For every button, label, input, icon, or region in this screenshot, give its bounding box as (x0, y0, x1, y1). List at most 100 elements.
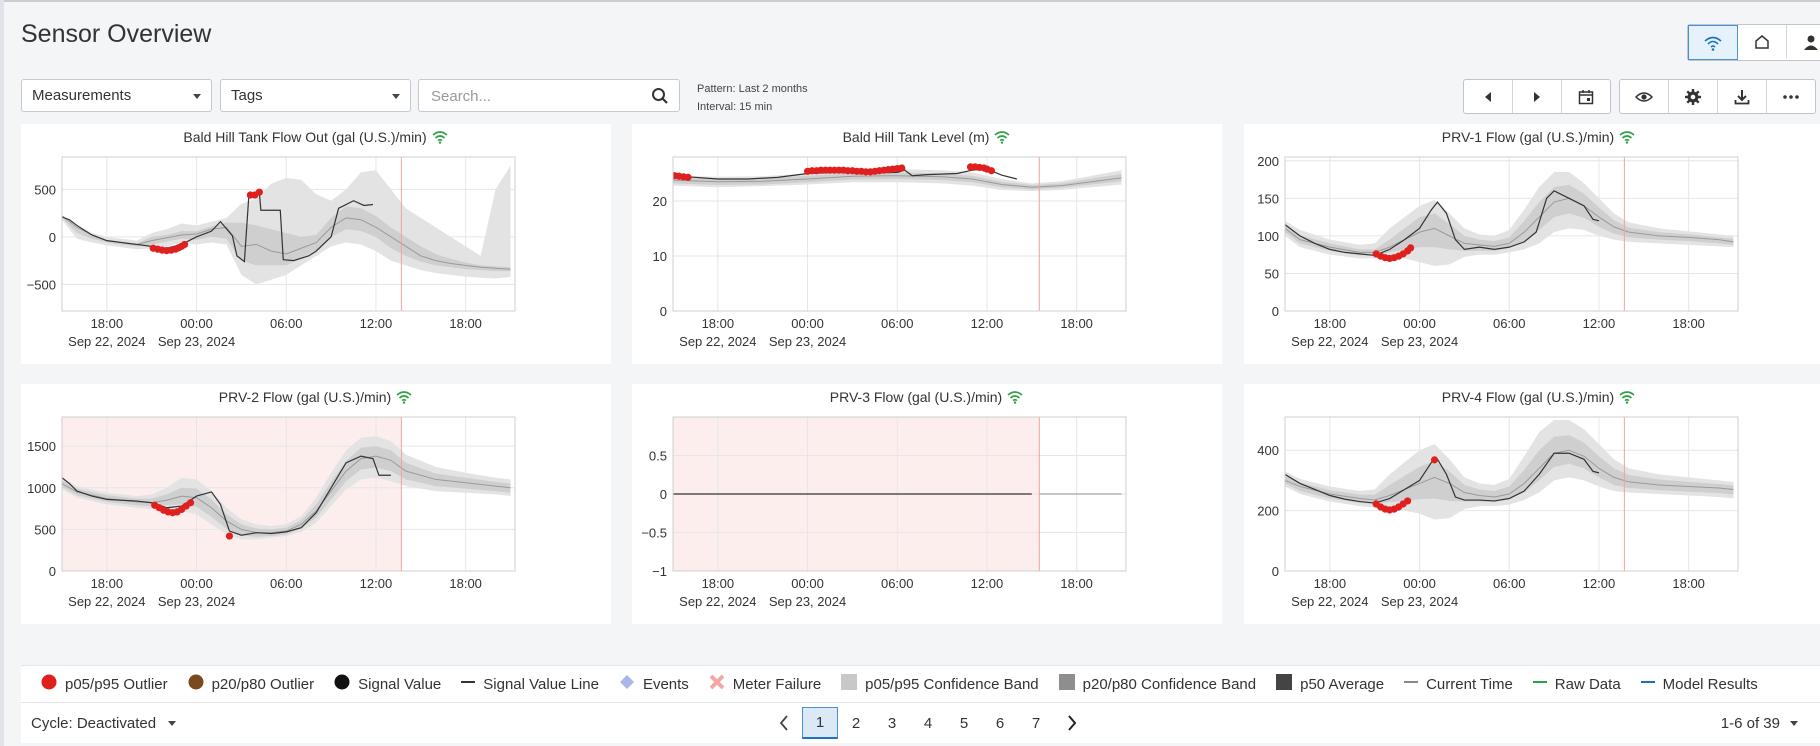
y-tick-label: 500 (34, 182, 56, 197)
x-tick-label: 18:00 (1672, 316, 1705, 331)
page-number-6[interactable]: 6 (995, 714, 1005, 732)
y-tick-label: 400 (1257, 443, 1279, 458)
legend-swatch (619, 674, 635, 694)
meter-failure-region (62, 417, 402, 571)
p05-p95-outlier-point (1403, 497, 1412, 505)
legend-item: p05/p95 Confidence Band (841, 674, 1039, 694)
legend-label: p20/p80 Outlier (211, 675, 315, 693)
x-tick-label: 18:00 (91, 576, 124, 591)
legend-label: p05/p95 Confidence Band (865, 675, 1039, 693)
signal-status-icon (395, 390, 413, 407)
signal-value-line (62, 455, 391, 536)
chart-title-row: Bald Hill Tank Flow Out (gal (U.S.)/min) (21, 129, 611, 147)
legend-label: Current Time (1426, 675, 1513, 693)
chart-panel-prv-1-flow: PRV-1 Flow (gal (U.S.)/min) 200 150 100 50 0… (1244, 124, 1820, 364)
search-icon[interactable] (651, 87, 669, 105)
search-input[interactable] (429, 80, 653, 112)
triangle-right-icon (1534, 91, 1540, 102)
y-tick-label: 0 (660, 304, 667, 319)
p20-p80-confidence-band (1285, 435, 1734, 504)
legend-swatch (1404, 674, 1419, 694)
tank-icon (1755, 34, 1769, 49)
x-tick-label: 12:00 (971, 316, 1004, 331)
signal-view-button[interactable] (1688, 25, 1738, 60)
tank-view-button[interactable] (1738, 25, 1787, 58)
legend-item: Signal Value Line (461, 674, 599, 694)
y-tick-label: 0.5 (649, 449, 667, 464)
x-tick-label: 06:00 (881, 576, 914, 591)
chart-title: Bald Hill Tank Flow Out (gal (U.S.)/min) (183, 129, 427, 145)
page-number-3[interactable]: 3 (887, 714, 897, 732)
x-date-label: Sep 22, 2024 (679, 334, 756, 349)
y-tick-label: 0 (1272, 564, 1279, 579)
plot-area (1285, 417, 1734, 571)
signal-status-icon (1618, 130, 1636, 147)
measurements-label: Measurements (32, 87, 132, 104)
page-number-2[interactable]: 2 (851, 714, 861, 732)
user-view-button[interactable] (1787, 25, 1820, 58)
x-tick-label: 00:00 (180, 316, 213, 331)
p50-average-line (1285, 449, 1734, 501)
download-button[interactable] (1718, 80, 1767, 113)
p05-p95-confidence-band (62, 165, 511, 285)
previous-period-button[interactable] (1464, 80, 1513, 113)
chart-title: PRV-3 Flow (gal (U.S.)/min) (829, 389, 1003, 405)
plot-frame (1284, 416, 1739, 572)
y-tick-label: 500 (34, 522, 56, 537)
chart-actions-group (1619, 79, 1816, 114)
legend-item: Meter Failure (709, 674, 821, 694)
x-tick-label: 00:00 (791, 316, 824, 331)
p05-p95-outlier-point (255, 188, 263, 196)
x-tick-label: 00:00 (791, 576, 824, 591)
tags-dropdown[interactable]: Tags (220, 79, 411, 112)
y-tick-label: 0 (660, 487, 667, 502)
y-tick-label: 100 (1257, 229, 1279, 244)
settings-button[interactable] (1669, 80, 1718, 113)
pattern-info: Pattern: Last 2 months Interval: 15 min (697, 80, 808, 116)
more-options-button[interactable] (1767, 80, 1815, 113)
chart-panel-prv-2-flow: PRV-2 Flow (gal (U.S.)/min) 1500 1000 500 0… (21, 384, 611, 624)
x-tick-label: 18:00 (1060, 576, 1093, 591)
x-date-label: Sep 22, 2024 (68, 594, 145, 609)
page-count-label: 1-6 of 39 (1720, 715, 1780, 732)
page-number-1[interactable]: 1 (802, 707, 838, 739)
chart-title-row: PRV-1 Flow (gal (U.S.)/min) (1244, 129, 1820, 147)
measurements-dropdown[interactable]: Measurements (21, 79, 212, 112)
page-count-dropdown[interactable]: 1-6 of 39 (1721, 715, 1798, 732)
left-edge-bar (0, 0, 4, 746)
page-number-5[interactable]: 5 (959, 714, 969, 732)
chart-title: Bald Hill Tank Level (m) (842, 129, 990, 145)
page-number-4[interactable]: 4 (923, 714, 933, 732)
x-tick-label: 00:00 (180, 576, 213, 591)
calendar-button[interactable] (1562, 80, 1610, 113)
previous-page-button[interactable] (766, 707, 802, 739)
chart-panel-prv-4-flow: PRV-4 Flow (gal (U.S.)/min) 400 200 0 18:00… (1244, 384, 1820, 624)
legend-item: Model Results (1640, 674, 1758, 694)
page-number-7[interactable]: 7 (1031, 714, 1041, 732)
cycle-dropdown[interactable]: Cycle: Deactivated (31, 715, 177, 732)
legend-item: p20/p80 Outlier (188, 674, 315, 694)
p20-p80-confidence-band (62, 446, 511, 537)
legend-item: Current Time (1404, 674, 1513, 694)
p50-average-line (673, 175, 1122, 188)
triangle-left-icon (1485, 91, 1491, 102)
x-date-label: Sep 22, 2024 (1291, 594, 1368, 609)
y-tick-label: 150 (1257, 191, 1279, 206)
x-date-label: Sep 23, 2024 (769, 334, 846, 349)
y-tick-label: 0 (1272, 304, 1279, 319)
x-tick-label: 06:00 (270, 576, 303, 591)
cycle-label: Cycle: Deactivated (31, 715, 157, 732)
visibility-button[interactable] (1620, 80, 1669, 113)
x-tick-label: 18:00 (1672, 576, 1705, 591)
chart-legend: p05/p95 Outlier p20/p80 Outlier Signal Val… (21, 665, 1820, 702)
chevron-down-icon (1790, 721, 1798, 726)
x-tick-label: 12:00 (971, 576, 1004, 591)
signal-status-icon (431, 130, 449, 147)
next-period-button[interactable] (1513, 80, 1562, 113)
legend-item: Events (619, 674, 689, 694)
gear-icon (1685, 88, 1701, 105)
next-page-button[interactable] (1054, 707, 1090, 739)
chart-panel-prv-3-flow: PRV-3 Flow (gal (U.S.)/min) 0.5 0 −0.5 −1 18… (632, 384, 1222, 624)
y-tick-label: 200 (1257, 504, 1279, 519)
